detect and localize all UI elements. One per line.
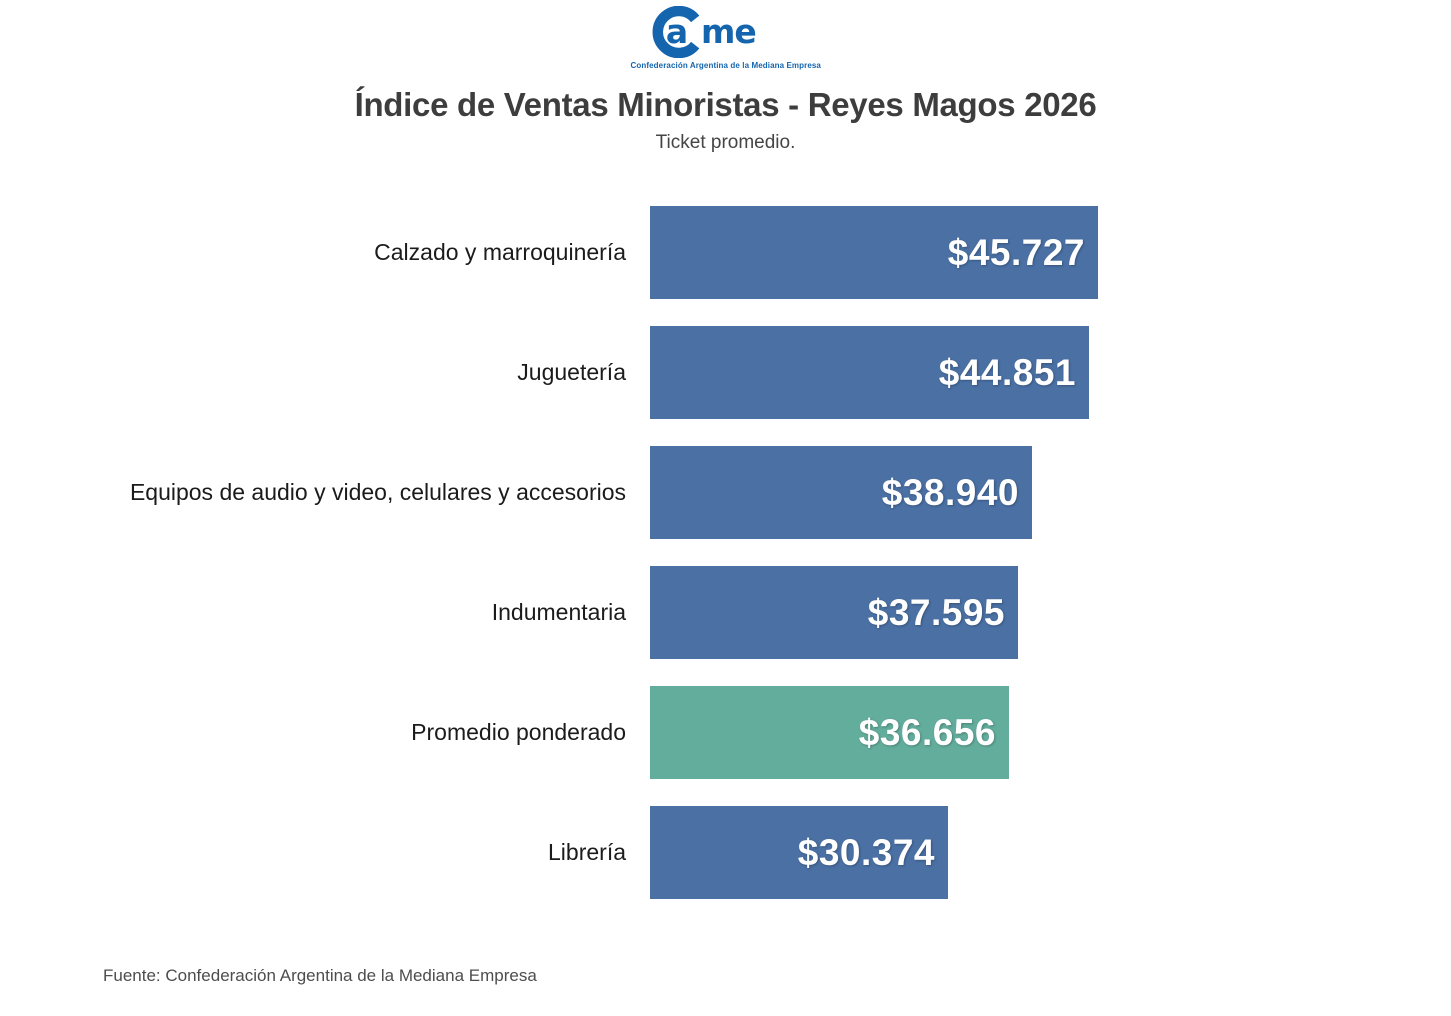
bar: $37.595 (650, 566, 1018, 659)
came-logo-letters-me: me (701, 12, 756, 51)
value-label: $36.656 (858, 711, 996, 753)
came-logo-tagline: Confederación Argentina de la Mediana Em… (630, 61, 821, 70)
category-label: Juguetería (517, 359, 626, 385)
bar-chart: Calzado y marroquinería $45.727 Juguetería… (103, 206, 1451, 899)
came-logo-letter-a: a (665, 12, 687, 51)
page-subtitle: Ticket promedio. (655, 132, 796, 153)
header: a me Confederación Argentina de la Media… (0, 0, 1451, 154)
chart-row: Promedio ponderado $36.656 (103, 686, 1451, 779)
source-note: Fuente: Confederación Argentina de la Me… (103, 966, 537, 985)
value-label: $45.727 (947, 231, 1085, 273)
came-logo-mark: a me (652, 5, 756, 59)
chart-row: Juguetería $44.851 (103, 326, 1451, 419)
came-logo: a me Confederación Argentina de la Media… (630, 5, 821, 70)
category-label: Librería (548, 839, 626, 865)
value-label: $38.940 (881, 471, 1019, 513)
chart-row: Equipos de audio y video, celulares y ac… (103, 446, 1451, 539)
value-label: $44.851 (938, 351, 1076, 393)
category-label: Promedio ponderado (411, 719, 626, 745)
came-logo-c-arc (652, 5, 699, 59)
bar: $36.656 (650, 686, 1009, 779)
value-label: $30.374 (797, 831, 935, 873)
bar: $38.940 (650, 446, 1032, 539)
bar: $45.727 (650, 206, 1098, 299)
category-label: Calzado y marroquinería (374, 239, 626, 265)
bar: $30.374 (650, 806, 948, 899)
category-label: Equipos de audio y video, celulares y ac… (129, 479, 626, 505)
page-title: Índice de Ventas Minoristas - Reyes Mago… (354, 86, 1097, 123)
bar: $44.851 (650, 326, 1089, 419)
value-label: $37.595 (867, 591, 1005, 633)
category-label: Indumentaria (491, 599, 626, 625)
chart-row: Indumentaria $37.595 (103, 566, 1451, 659)
chart-row: Librería $30.374 (103, 806, 1451, 899)
chart-row: Calzado y marroquinería $45.727 (103, 206, 1451, 299)
